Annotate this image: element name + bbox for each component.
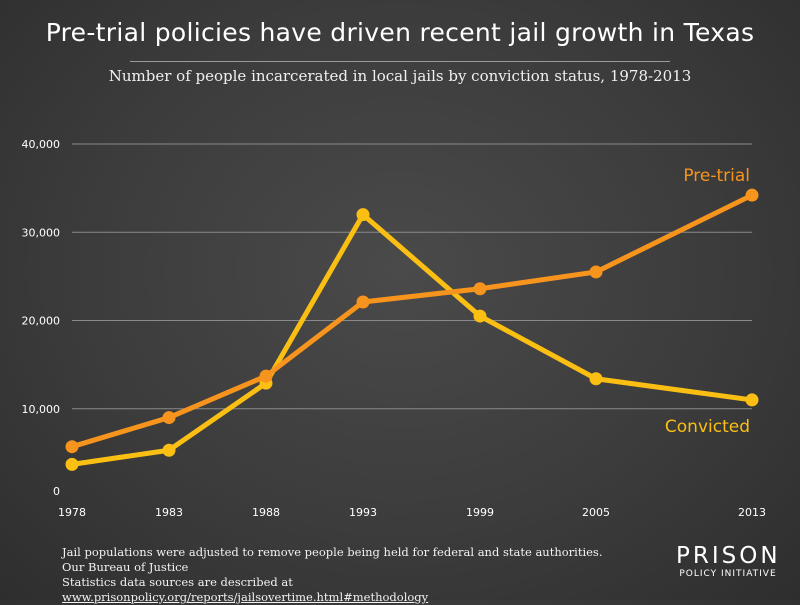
data-point-convicted-1993: [356, 208, 370, 222]
data-point-pre-trial-2013: [745, 188, 759, 202]
x-tick-label-1993: 1993: [349, 506, 377, 519]
prison-policy-logo: PRISON POLICY INITIATIVE: [676, 543, 780, 579]
footnote-line-1: Jail populations were adjusted to remove…: [62, 545, 603, 574]
footnote-line-2: Statistics data sources are described at…: [62, 575, 622, 605]
y-tick-label-40000: 40,000: [22, 138, 61, 151]
chart-title: Pre-trial policies have driven recent ja…: [45, 18, 755, 47]
chart-subtitle: Number of people incarcerated in local j…: [108, 67, 692, 85]
footnote: Jail populations were adjusted to remove…: [62, 545, 622, 605]
data-point-pre-trial-1988: [259, 369, 273, 383]
data-point-pre-trial-1978: [65, 440, 79, 454]
y-tick-label-20000: 20,000: [22, 315, 61, 328]
x-tick-label-1983: 1983: [155, 506, 183, 519]
data-point-pre-trial-2005: [589, 265, 603, 279]
y-tick-label-0: 0: [53, 485, 60, 498]
x-tick-label-2005: 2005: [582, 506, 610, 519]
data-point-convicted-1999: [473, 309, 487, 323]
data-point-convicted-2005: [589, 372, 603, 386]
series-label-convicted: Convicted: [665, 417, 750, 437]
data-point-convicted-2013: [745, 393, 759, 407]
data-point-pre-trial-1983: [162, 411, 176, 425]
data-point-pre-trial-1993: [356, 295, 370, 309]
x-tick-label-2013: 2013: [738, 506, 766, 519]
series-line-convicted: [69, 212, 755, 467]
data-point-pre-trial-1999: [473, 282, 487, 296]
methodology-link[interactable]: www.prisonpolicy.org/reports/jailsoverti…: [62, 590, 429, 604]
title-divider: [130, 61, 670, 62]
x-tick-label-1999: 1999: [466, 506, 494, 519]
y-tick-label-30000: 30,000: [22, 226, 61, 239]
logo-wordmark: PRISON: [676, 543, 781, 569]
x-tick-label-1978: 1978: [58, 506, 86, 519]
footnote-line-2-prefix: Statistics data sources are described at: [62, 575, 293, 589]
y-tick-label-10000: 10,000: [22, 403, 61, 416]
series-label-pre-trial: Pre-trial: [683, 166, 750, 186]
data-point-convicted-1978: [65, 457, 79, 471]
logo-tagline: POLICY INITIATIVE: [679, 569, 777, 579]
data-point-convicted-1983: [162, 443, 176, 457]
x-tick-label-1988: 1988: [252, 506, 280, 519]
